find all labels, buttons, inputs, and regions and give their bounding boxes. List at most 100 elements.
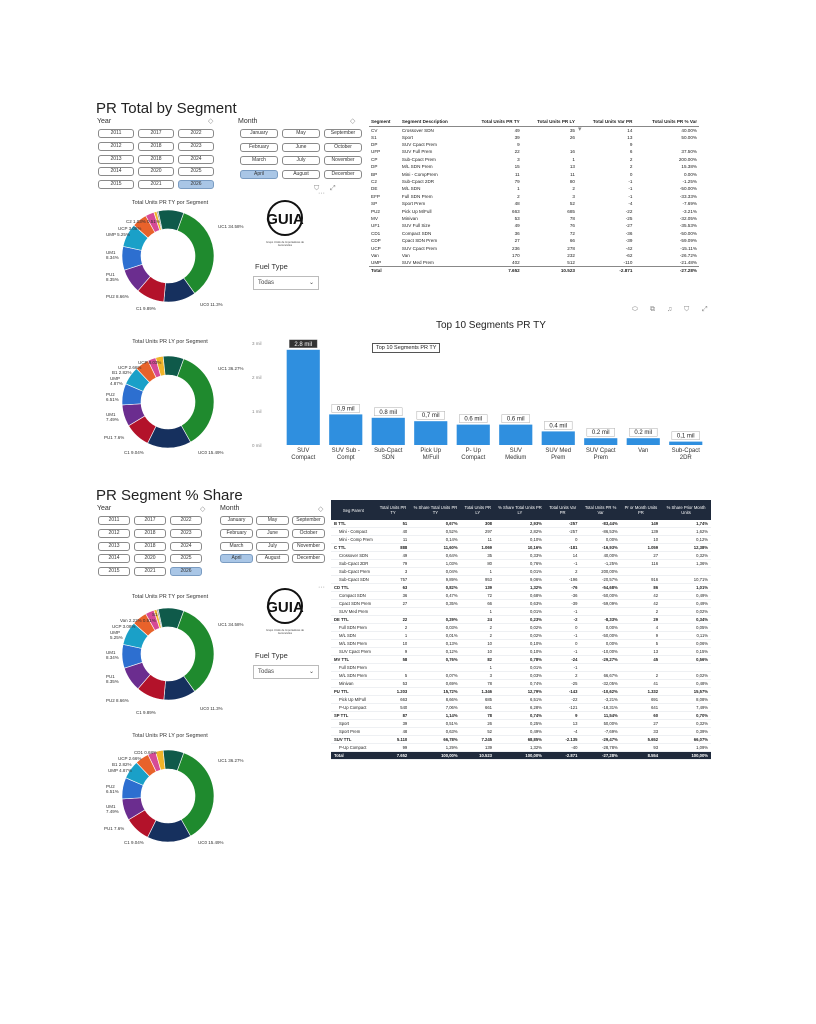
eraser-icon[interactable]: ◇ — [318, 506, 324, 513]
bar[interactable] — [414, 421, 448, 445]
table-row[interactable]: EFP Full SDN Prem 2 3 -1 -33.33% — [369, 193, 699, 200]
table-row[interactable]: UFP SUV Full Prem 22 16 6 37.50% — [369, 148, 699, 155]
group-total-row[interactable]: PU TTL 1.203 15,72% 1.346 12,79% -143 -10,62% 1… — [331, 687, 711, 696]
slicer-option-october[interactable]: October — [324, 142, 362, 152]
slicer-option-june[interactable]: June — [282, 142, 320, 152]
slicer-option-2026[interactable]: 2026 — [178, 180, 214, 190]
slicer-option-march[interactable]: March — [240, 156, 278, 165]
table-row[interactable]: M/L SDN 1 0,01% 2 0,02% -1 -50,00% 9 0,11% — [331, 631, 711, 640]
group-total-row[interactable]: C TTL 888 11,60% 1.069 10,16% -181 -16,93% 1.05… — [331, 543, 711, 552]
slicer-option-july[interactable]: July — [282, 156, 320, 165]
column-header[interactable]: Total Units PR LY — [521, 117, 577, 127]
bar[interactable] — [669, 441, 703, 445]
table-row[interactable]: SP Sport Prem 48 52 -4 -7.69% — [369, 200, 699, 207]
table-row[interactable]: Pick Up M/Full 663 8,66% 685 6,51% -22 -3,21% 6… — [331, 695, 711, 704]
filter-icon[interactable]: ⛉ — [684, 306, 690, 313]
table-row[interactable]: Van Van 170 232 -62 -26.72% — [369, 252, 699, 259]
slicer-option-2018[interactable]: 2018 — [138, 141, 174, 151]
column-header[interactable]: % Share Total Units PR LY — [494, 500, 545, 520]
column-header[interactable]: Seg Parent — [331, 500, 376, 520]
column-header[interactable]: Pr or Month Units PR — [620, 500, 662, 520]
slicer-option-2011[interactable]: 2011 — [98, 516, 130, 525]
column-header[interactable]: Total Units PR TY — [375, 500, 411, 520]
slicer-option-2012[interactable]: 2012 — [98, 528, 130, 538]
donut-slice-other[interactable] — [162, 749, 185, 772]
table-row[interactable]: Minivan 53 0,69% 78 0,74% -25 -32,05% 41 0,48% — [331, 679, 711, 688]
slicer-option-january[interactable]: January — [220, 516, 253, 525]
column-header[interactable]: % Share Total Units PR TY — [410, 500, 461, 520]
slicer-option-2024[interactable]: 2024 — [178, 154, 214, 164]
table-row[interactable]: Cpact SDN Prem 27 0,35% 66 0,63% -39 -59,09% 42… — [331, 599, 711, 608]
table-row[interactable]: P-Up Compact 540 7,06% 661 6,28% -121 -18,31% 6… — [331, 703, 711, 712]
table-row[interactable]: BP Mini - CompPrem 11 11 0 0.00% — [369, 170, 699, 177]
slicer-option-september[interactable]: September — [292, 516, 325, 525]
eraser-icon[interactable]: ◇ — [200, 506, 206, 513]
slicer-option-2025[interactable]: 2025 — [178, 167, 214, 177]
bar[interactable] — [499, 424, 533, 445]
table-row[interactable]: Compact SDN 36 0,47% 72 0,68% -36 -50,00% 42 0,4… — [331, 591, 711, 600]
slicer-option-june[interactable]: June — [256, 528, 289, 538]
slicer-option-2011[interactable]: 2011 — [98, 129, 134, 138]
column-header[interactable]: % Share Prior Month Units — [661, 500, 711, 520]
slicer-option-2017[interactable]: 2017 — [138, 129, 174, 138]
table-row[interactable]: UMP SUV Med Prem 402 512 -110 -21.48% — [369, 259, 699, 267]
copy-icon[interactable]: ⧉ — [650, 306, 655, 313]
slicer-option-december[interactable]: December — [324, 169, 362, 179]
donut-slice-other[interactable] — [157, 607, 185, 630]
donut-slice-other[interactable] — [157, 209, 185, 232]
slicer-option-april[interactable]: April — [220, 554, 253, 564]
slicer-option-2024[interactable]: 2024 — [170, 541, 202, 551]
slicer-option-march[interactable]: March — [220, 541, 253, 551]
slicer-option-2021[interactable]: 2021 — [138, 180, 174, 190]
slicer-option-february[interactable]: February — [240, 142, 278, 152]
table-row[interactable]: PU2 Pick Up M/Full 663 685 -22 -3.21% — [369, 207, 699, 214]
table-row[interactable]: UF1 SUV Full Size 49 76 -27 -35.53% — [369, 222, 699, 229]
bar[interactable] — [626, 438, 660, 445]
slicer-option-april[interactable]: April — [240, 169, 278, 179]
slicer-option-2018[interactable]: 2018 — [134, 541, 166, 551]
slicer-option-2014[interactable]: 2014 — [98, 554, 130, 564]
slicer-option-2020[interactable]: 2020 — [134, 554, 166, 564]
table-row[interactable]: P-Up Compact 99 1,29% 139 1,32% -40 -28,78% 93 1… — [331, 743, 711, 752]
table-row[interactable]: Crossover SDN 49 0,64% 35 0,33% 14 40,00% 27 0,3… — [331, 551, 711, 560]
table-row[interactable]: M/L SDN Prem 5 0,07% 3 0,03% 2 66,67% 2 0,02% — [331, 671, 711, 680]
table-row[interactable]: Sport Prem 48 0,63% 52 0,49% -4 -7,69% 33 0,39% — [331, 727, 711, 736]
slicer-option-november[interactable]: November — [292, 541, 325, 551]
slicer-option-2014[interactable]: 2014 — [98, 167, 134, 177]
bar[interactable] — [329, 414, 363, 445]
table-row[interactable]: CV Crossover SDN 49 35 14 40.00% — [369, 126, 699, 134]
table-row[interactable]: M/L SDN Prem 10 0,13% 10 0,10% 0 0,00% 5 0,06% — [331, 639, 711, 648]
table-row[interactable]: CD1 Compact SDN 36 72 -36 -50.00% — [369, 230, 699, 237]
slicer-option-2025[interactable]: 2025 — [170, 554, 202, 564]
column-header[interactable]: Total Units PR TY — [465, 117, 522, 127]
table-row[interactable]: CP Sub-Cpact Prem 3 1 2 200.00% — [369, 156, 699, 163]
slicer-option-2013[interactable]: 2013 — [98, 154, 134, 164]
slicer-option-2021[interactable]: 2021 — [134, 567, 166, 577]
slicer-option-2020[interactable]: 2020 — [138, 167, 174, 177]
table-row[interactable]: DP SUV Cpact Prem 9 9 — [369, 141, 699, 148]
group-total-row[interactable]: CD TTL 63 0,82% 139 1,32% -76 -54,68% 86 1,01% — [331, 583, 711, 592]
slicer-option-2022[interactable]: 2022 — [170, 516, 202, 525]
eraser-icon[interactable]: ◇ — [350, 118, 356, 125]
slicer-option-january[interactable]: January — [240, 129, 278, 138]
slicer-option-november[interactable]: November — [324, 156, 362, 165]
table-row[interactable]: Sub-Cpact Prem 3 0,04% 1 0,01% 2 200,00% — [331, 567, 711, 576]
notification-icon[interactable]: ♫ — [667, 306, 673, 313]
bar[interactable] — [541, 431, 575, 445]
table-row[interactable]: DE M/L SDN 1 2 -1 -50.00% — [369, 185, 699, 192]
donut-slice-other[interactable] — [162, 355, 185, 378]
table-row[interactable]: Full SDN Prem 2 0,03% 2 0,02% 0 0,00% 4 0,05% — [331, 623, 711, 632]
slicer-option-december[interactable]: December — [292, 554, 325, 564]
group-total-row[interactable]: SUV TTL 5.110 66,78% 7.245 68,85% -2.135 -29,4… — [331, 735, 711, 744]
column-header[interactable]: Total Units PR % Var — [634, 117, 699, 127]
bar[interactable] — [584, 438, 618, 445]
slicer-option-2012[interactable]: 2012 — [98, 141, 134, 151]
bar[interactable] — [456, 424, 490, 445]
table-row[interactable]: Mini - Compact 40 0,52% 297 2,82% -257 -86,53%… — [331, 527, 711, 536]
slicer-option-may[interactable]: May — [256, 516, 289, 525]
expand-icon[interactable]: ⤢ — [702, 306, 708, 313]
column-header[interactable]: Total Units Var PR — [544, 500, 581, 520]
slicer-option-2017[interactable]: 2017 — [134, 516, 166, 525]
table-row[interactable]: Sub-Cpact SDN 757 9,89% 953 9,06% -196 -20,57%… — [331, 575, 711, 584]
column-header[interactable]: Total Units PR % Var — [580, 500, 621, 520]
